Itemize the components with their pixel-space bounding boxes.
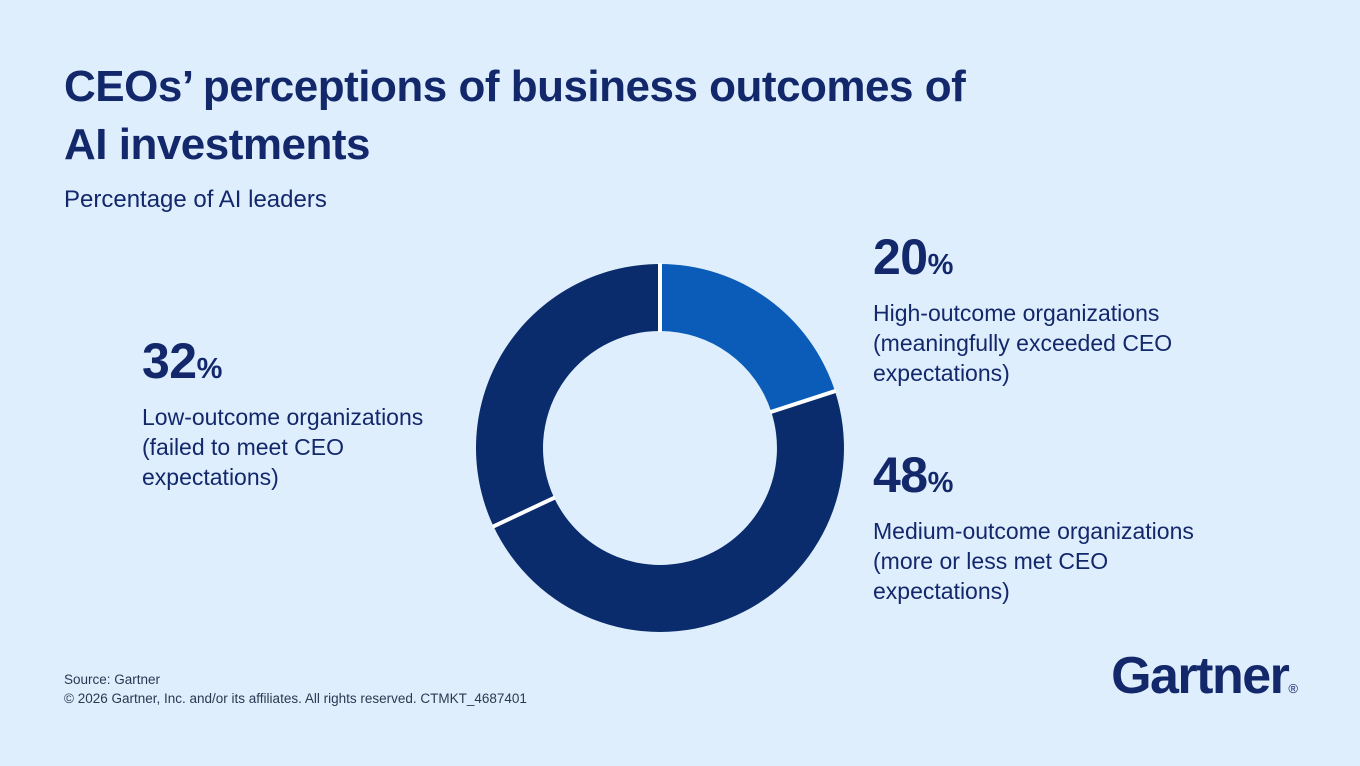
stat-desc-high-line-3: expectations) [873,360,1010,386]
page-title-line-2: AI investments [64,120,370,169]
callout-low-outcome: 32% Low-outcome organizations (failed to… [142,336,482,492]
footer: Source: Gartner © 2026 Gartner, Inc. and… [64,670,527,708]
stat-percent-sign-low: % [196,353,223,385]
copyright-note: © 2026 Gartner, Inc. and/or its affiliat… [64,691,527,706]
callout-high-outcome: 20% High-outcome organizations (meaningf… [873,232,1253,388]
stat-desc-high: High-outcome organizations (meaningfully… [873,298,1253,388]
registered-trademark-icon: ® [1288,681,1298,696]
stat-desc-medium-line-2: (more or less met CEO [873,548,1109,574]
stat-percent-sign-medium: % [927,467,954,499]
stat-number-high: 20 [873,229,928,285]
stat-desc-medium-line-3: expectations) [873,578,1010,604]
stat-value-high: 20% [873,232,1253,290]
donut-segment [493,391,844,632]
page-title-line-1: CEOs’ perceptions of business outcomes o… [64,62,966,111]
stat-desc-low-line-2: (failed to meet CEO [142,434,344,460]
donut-chart-svg [475,263,844,632]
gartner-logo: Gartner® [1111,648,1298,717]
source-note: Source: Gartner [64,672,161,687]
stat-value-medium: 48% [873,450,1253,508]
stat-percent-sign-high: % [927,249,954,281]
stat-desc-medium: Medium-outcome organizations (more or le… [873,516,1253,606]
donut-segment-separator [491,495,556,529]
stat-number-medium: 48 [873,447,928,503]
stat-number-low: 32 [142,333,197,389]
chart-subtitle: Percentage of AI leaders [64,186,327,213]
donut-chart [470,258,850,638]
donut-segment [475,264,660,527]
stat-desc-low: Low-outcome organizations (failed to mee… [142,402,482,492]
gartner-logo-text: Gartner [1111,647,1290,705]
callout-medium-outcome: 48% Medium-outcome organizations (more o… [873,450,1253,606]
stat-desc-high-line-2: (meaningfully exceeded CEO [873,330,1173,356]
stat-desc-medium-line-1: Medium-outcome organizations [873,518,1194,544]
stat-value-low: 32% [142,336,482,394]
donut-segment-separator [769,388,837,415]
stat-desc-low-line-3: expectations) [142,464,279,490]
stat-desc-high-line-1: High-outcome organizations [873,300,1160,326]
page-title: CEOs’ perceptions of business outcomes o… [64,58,1104,174]
stat-desc-low-line-1: Low-outcome organizations [142,404,424,430]
donut-segment [660,264,835,412]
